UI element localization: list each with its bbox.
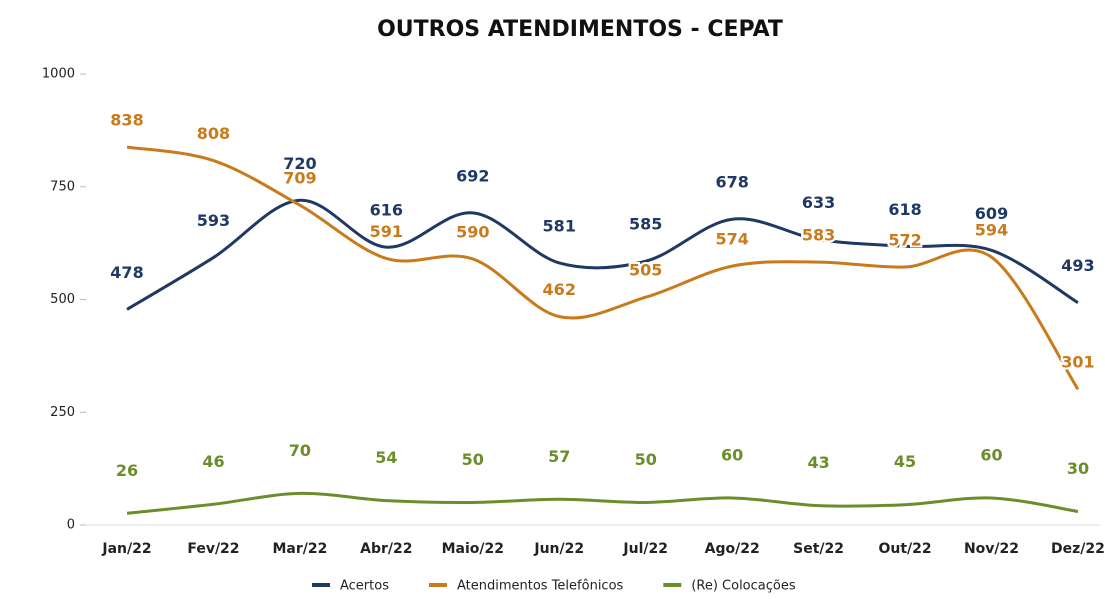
y-tick-label: 500 bbox=[50, 292, 75, 307]
data-label: 478 bbox=[110, 263, 143, 282]
y-tick-label: 750 bbox=[50, 179, 75, 194]
data-label: 70 bbox=[289, 441, 311, 460]
data-label: 692 bbox=[456, 166, 489, 185]
data-label: 709 bbox=[283, 169, 316, 188]
data-label: 50 bbox=[462, 450, 484, 469]
x-tick-label: Out/22 bbox=[878, 541, 931, 557]
series-line bbox=[126, 198, 1079, 311]
data-label: 594 bbox=[975, 221, 1008, 240]
data-label: 43 bbox=[807, 453, 829, 472]
legend-swatch bbox=[428, 583, 447, 587]
data-label: 633 bbox=[802, 193, 835, 212]
data-label: 838 bbox=[110, 111, 143, 130]
data-label: 593 bbox=[197, 211, 230, 230]
y-tick-label: 0 bbox=[67, 518, 75, 533]
data-label: 60 bbox=[980, 445, 1002, 464]
data-label: 574 bbox=[715, 230, 748, 249]
legend-label: (Re) Colocações bbox=[691, 579, 796, 594]
data-label: 45 bbox=[894, 452, 916, 471]
data-label: 583 bbox=[802, 226, 835, 245]
series-line bbox=[126, 491, 1079, 515]
x-tick-label: Nov/22 bbox=[964, 541, 1019, 557]
data-label: 493 bbox=[1061, 256, 1094, 275]
data-label: 720 bbox=[283, 154, 316, 173]
data-label: 60 bbox=[721, 445, 743, 464]
data-label: 30 bbox=[1067, 459, 1089, 478]
x-tick-label: Jun/22 bbox=[533, 541, 584, 557]
data-label: 26 bbox=[116, 461, 138, 480]
data-label: 808 bbox=[197, 124, 230, 143]
data-label: 46 bbox=[202, 452, 224, 471]
series-line bbox=[126, 145, 1080, 391]
x-tick-label: Dez/22 bbox=[1051, 541, 1105, 557]
legend-swatch bbox=[312, 583, 330, 587]
data-label: 572 bbox=[888, 231, 921, 250]
data-label: 616 bbox=[370, 201, 403, 220]
data-label: 505 bbox=[629, 261, 662, 280]
x-tick-label: Mar/22 bbox=[272, 541, 327, 557]
data-label: 54 bbox=[375, 448, 397, 467]
legend-label: Acertos bbox=[340, 579, 389, 594]
data-label: 57 bbox=[548, 447, 570, 466]
data-label: 462 bbox=[543, 280, 576, 299]
y-tick-label: 1000 bbox=[42, 67, 75, 82]
legend-label: Atendimentos Telefônicos bbox=[457, 579, 624, 594]
chart-title: OUTROS ATENDIMENTOS - CEPAT bbox=[377, 17, 783, 42]
data-label: 618 bbox=[888, 200, 921, 219]
data-label: 678 bbox=[715, 173, 748, 192]
data-label: 581 bbox=[543, 216, 576, 235]
data-label: 301 bbox=[1061, 353, 1094, 372]
x-tick-label: Jan/22 bbox=[101, 541, 151, 557]
x-tick-label: Maio/22 bbox=[442, 541, 504, 557]
data-label: 609 bbox=[975, 204, 1008, 223]
x-tick-label: Ago/22 bbox=[705, 541, 760, 557]
legend-swatch bbox=[663, 583, 682, 587]
data-label: 591 bbox=[370, 222, 403, 241]
y-tick-label: 250 bbox=[50, 405, 75, 420]
x-tick-label: Abr/22 bbox=[360, 541, 412, 557]
data-label: 50 bbox=[635, 450, 657, 469]
x-tick-label: Jul/22 bbox=[622, 541, 668, 557]
data-label: 585 bbox=[629, 215, 662, 234]
data-label: 590 bbox=[456, 222, 489, 241]
x-tick-label: Set/22 bbox=[793, 541, 844, 557]
x-tick-label: Fev/22 bbox=[187, 541, 239, 557]
